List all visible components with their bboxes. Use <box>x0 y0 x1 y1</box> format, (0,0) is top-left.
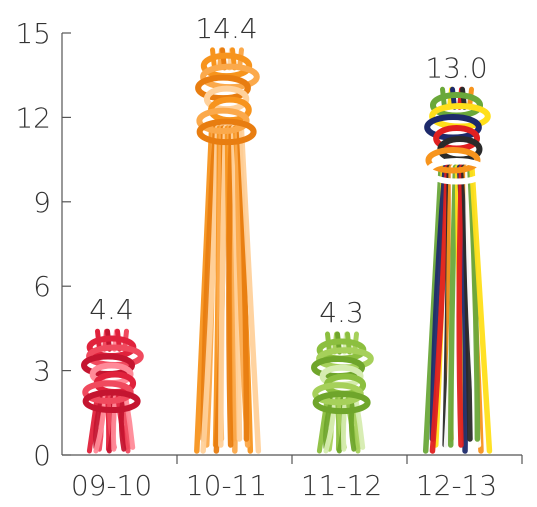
y-tick-label: 0 <box>33 439 51 472</box>
y-axis: 0 3 6 9 12 15 <box>15 17 71 472</box>
y-tick-label: 15 <box>15 17 51 50</box>
data-label: 4.4 <box>89 293 134 326</box>
bar <box>81 328 144 454</box>
x-tick-label: 10-11 <box>186 469 267 502</box>
x-tick-label: 09-10 <box>71 469 152 502</box>
data-labels: 4.4 14.4 4.3 13.0 <box>89 12 487 329</box>
y-tick-label: 12 <box>15 101 51 134</box>
data-label: 4.3 <box>319 296 364 329</box>
y-tick-label: 3 <box>33 355 51 388</box>
data-label: 14.4 <box>195 12 257 45</box>
bar <box>194 47 262 454</box>
bar <box>422 86 493 454</box>
bars <box>81 47 493 454</box>
x-axis: 09-10 10-11 11-12 12-13 <box>62 454 523 502</box>
x-tick-label: 12-13 <box>416 469 497 502</box>
bar <box>311 331 374 454</box>
y-tick-label: 9 <box>33 186 51 219</box>
data-label: 13.0 <box>425 51 487 84</box>
y-tick-label: 6 <box>33 270 51 303</box>
x-tick-label: 11-12 <box>301 469 382 502</box>
